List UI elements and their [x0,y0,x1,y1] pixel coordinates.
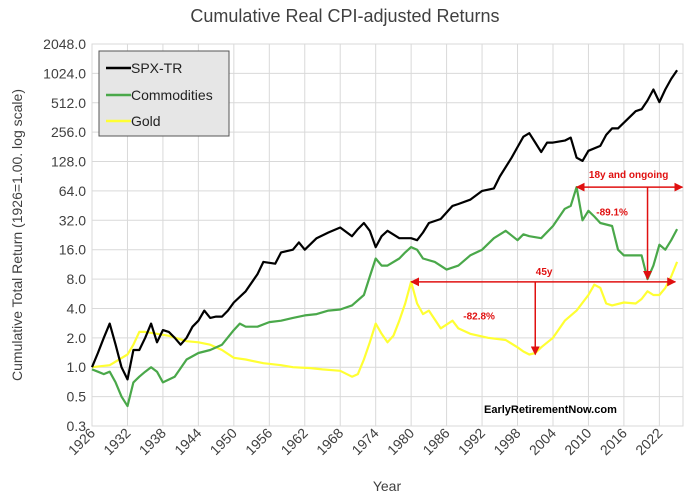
y-tick-label: 16.0 [59,242,86,258]
series-line-spx-tr [90,69,679,381]
legend: SPX-TR Commodities Gold [98,50,230,137]
y-tick-label: 0.5 [67,389,87,405]
watermark-text: EarlyRetirementNow.com [484,404,617,416]
y-axis-title: Cumulative Total Return (1926=1.00. log … [9,89,25,381]
y-tick-label: 1.0 [67,359,87,375]
legend-label-commodities: Commodities [131,87,213,103]
x-tick-label: 2022 [632,425,665,458]
series-lines [90,69,679,408]
x-tick-label: 1980 [384,425,417,458]
annotation-45y-label: 45y [536,267,553,278]
x-tick-label: 1974 [348,425,381,458]
y-tick-label: 512.0 [51,95,86,111]
annotation-89-label: -89.1% [596,207,628,218]
series-line-gold [91,261,679,378]
y-tick-label: 2048.0 [43,36,86,52]
y-tick-label: 256.0 [51,124,86,140]
x-tick-label: 2004 [526,425,559,458]
x-tick-label: 2010 [561,425,594,458]
chart-title: Cumulative Real CPI-adjusted Returns [190,6,499,26]
series-line-commodities [91,186,679,408]
x-tick-label: 1956 [242,425,275,458]
y-tick-label: 8.0 [67,271,87,287]
x-tick-label: 1962 [278,425,311,458]
y-tick-label: 128.0 [51,154,86,170]
y-tick-label: 64.0 [59,183,86,199]
x-tick-label: 1992 [455,425,488,458]
x-tick-label: 1968 [313,425,346,458]
x-tick-label: 1944 [171,425,204,458]
y-tick-label: 1024.0 [43,65,86,81]
x-tick-label: 1938 [136,425,169,458]
y-tick-label: 4.0 [67,300,87,316]
x-tick-label: 1950 [207,425,240,458]
legend-label-gold: Gold [131,113,161,129]
legend-label-spx: SPX-TR [131,60,182,76]
y-tick-label: 32.0 [59,212,86,228]
y-tick-label: 0.3 [67,418,87,434]
y-tick-label: 2.0 [67,330,87,346]
annotation-82-label: -82.8% [463,311,495,322]
x-tick-label: 1932 [100,425,133,458]
annotations: 18y and ongoing -89.1% 45y -82.8% [410,170,684,356]
x-tick-label: 1986 [419,425,452,458]
x-tick-label: 2016 [597,425,630,458]
y-axis-ticks: 2048.0 1024.0 512.0 256.0 128.0 64.0 32.0 16.0 8… [43,36,86,434]
annotation-18y-label: 18y and ongoing [589,170,668,181]
x-axis-title: Year [373,478,402,494]
x-tick-label: 1998 [490,425,523,458]
x-axis-ticks: 1926 1932 1938 1944 1950 1956 1962 1968 1974 1980… [65,425,666,458]
plot-area-border [91,43,684,427]
